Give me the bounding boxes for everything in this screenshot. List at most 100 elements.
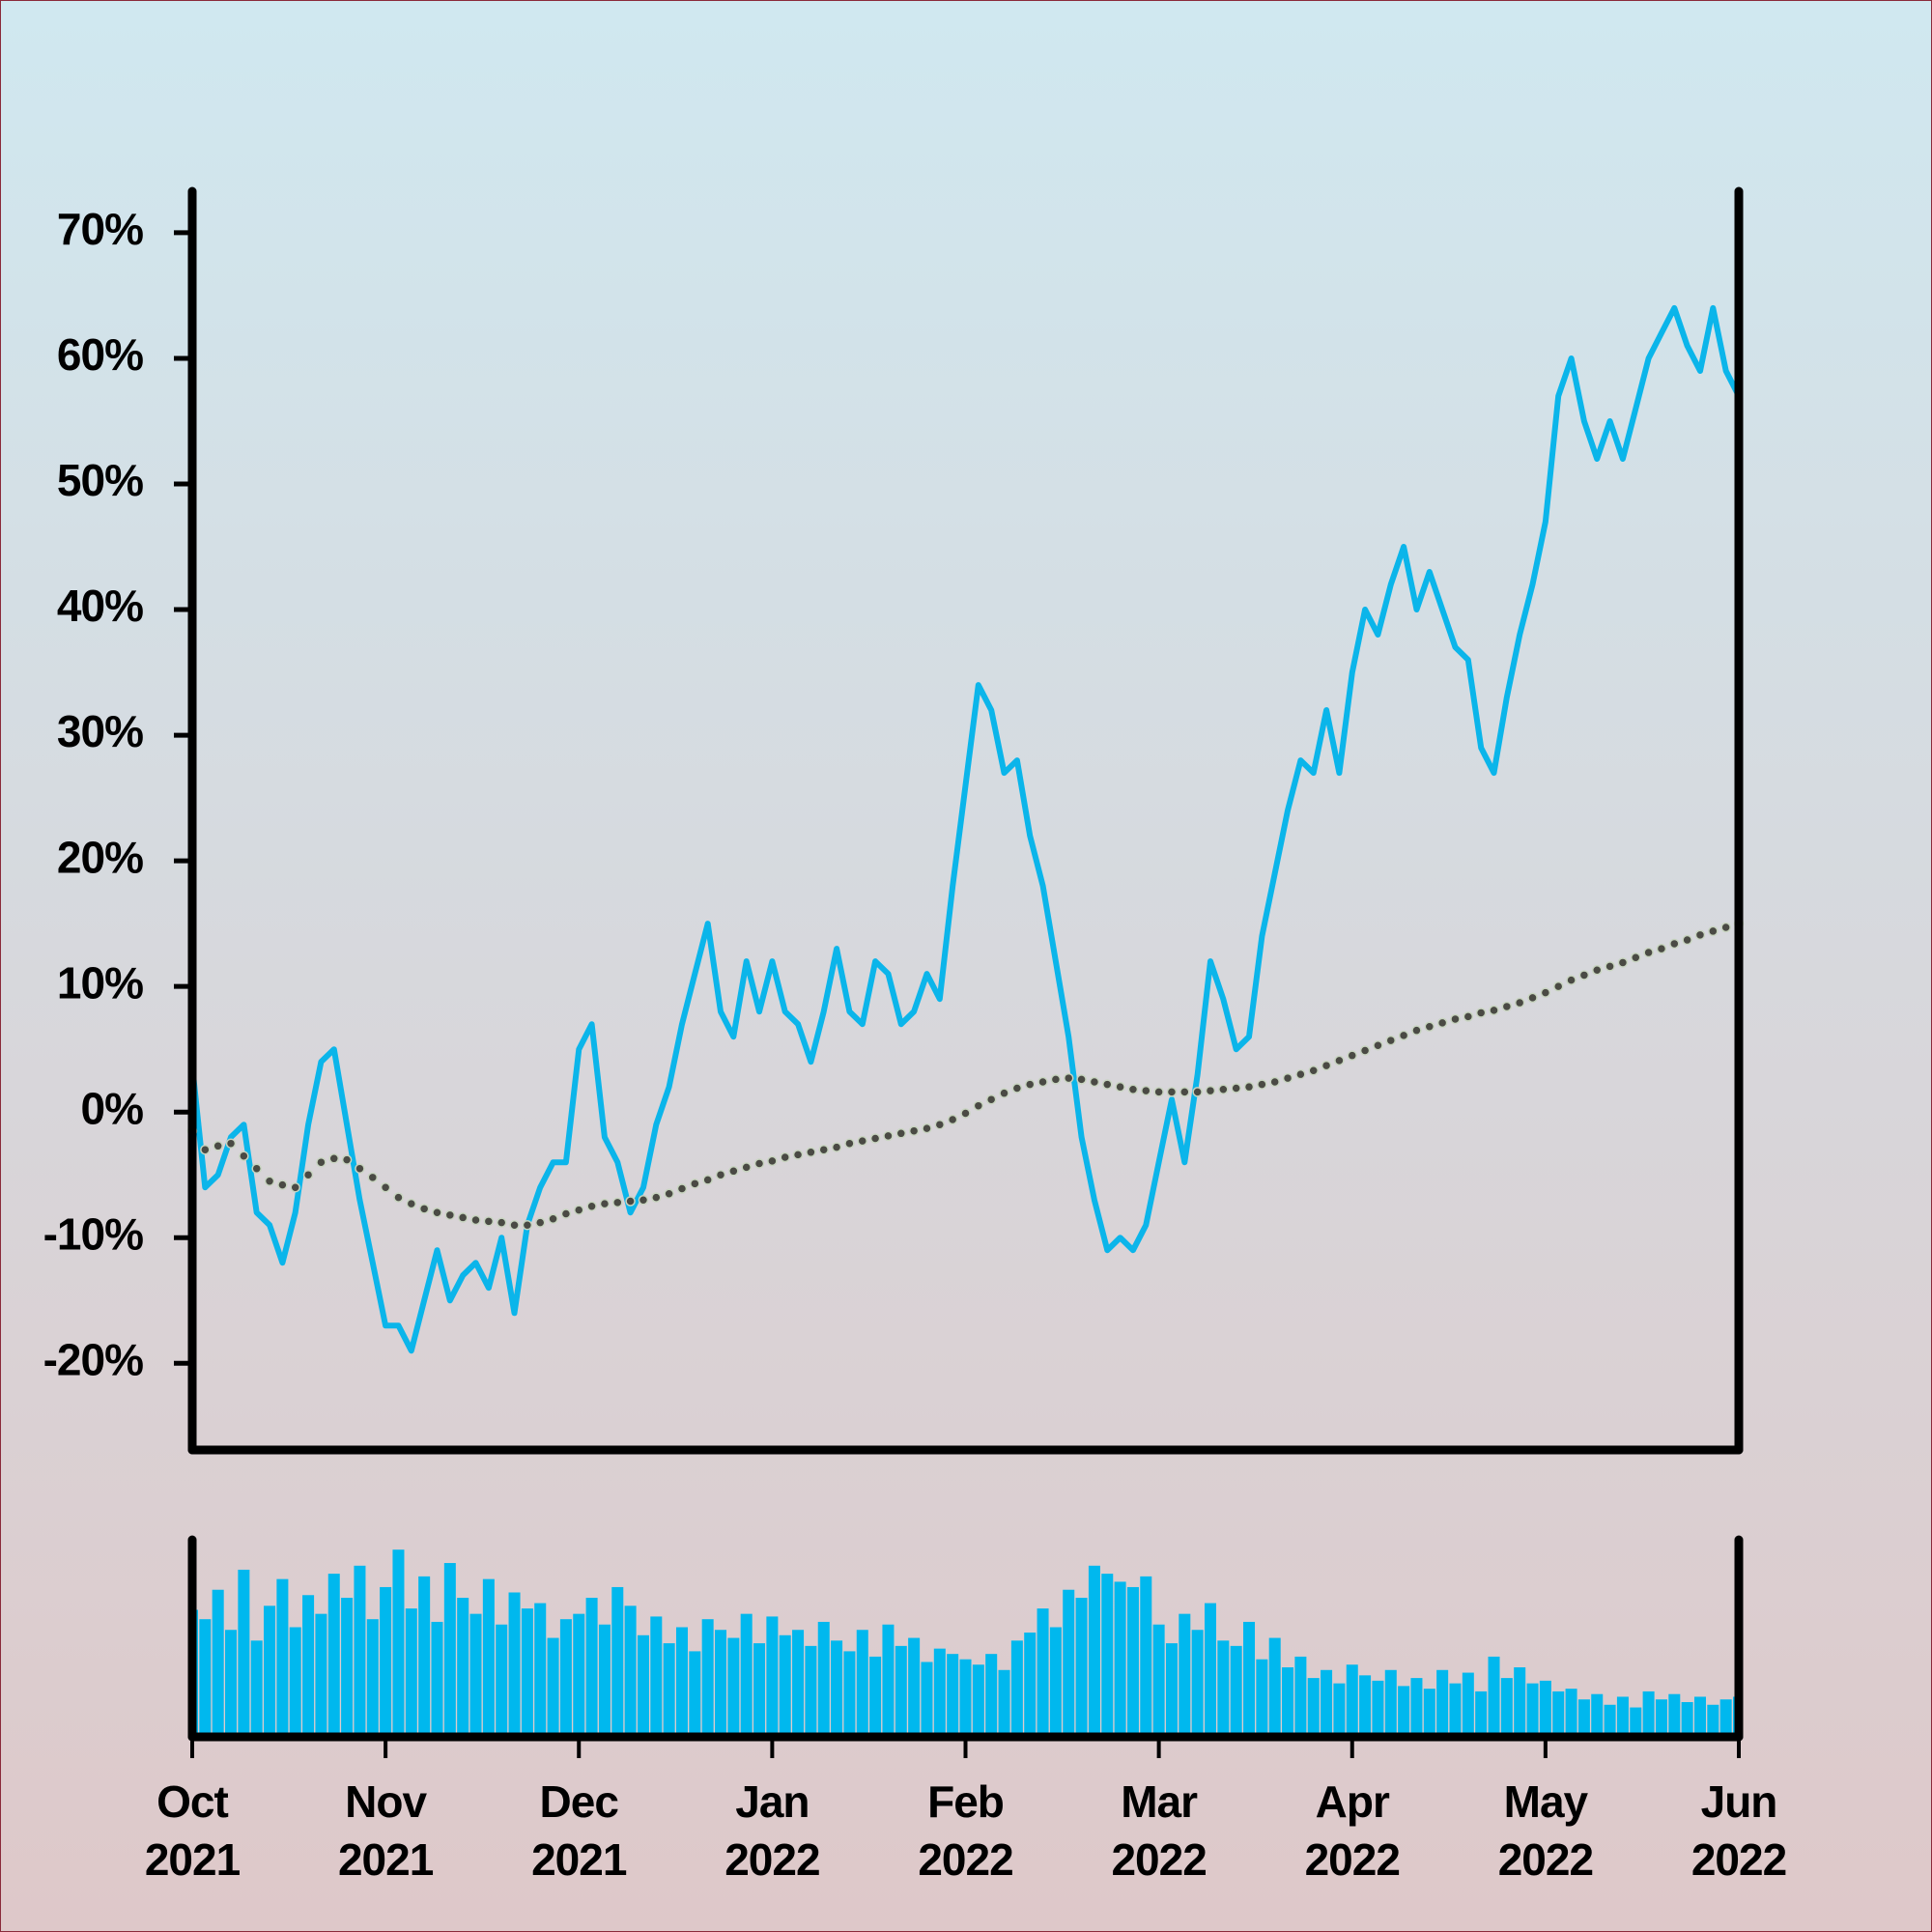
moving-average-dot (1295, 1068, 1306, 1080)
volume-bars (192, 1549, 1739, 1737)
volume-bar (1681, 1702, 1693, 1737)
moving-average-dot (1501, 1001, 1513, 1012)
moving-average-dot (251, 1163, 262, 1174)
moving-average-dot (767, 1155, 778, 1167)
volume-bar (496, 1624, 508, 1737)
moving-average-dot (715, 1169, 726, 1180)
volume-bar (199, 1619, 212, 1737)
volume-bar (341, 1598, 354, 1737)
moving-average-dot (831, 1142, 842, 1152)
moving-average-dot (625, 1196, 636, 1207)
moving-average-dot (548, 1213, 558, 1224)
moving-average-dot (753, 1158, 765, 1169)
moving-average-dot (574, 1205, 584, 1215)
volume-bar (366, 1619, 379, 1737)
y-tick-label: 30% (57, 706, 143, 756)
moving-average-dot (1321, 1060, 1332, 1071)
volume-bar (1321, 1669, 1333, 1737)
moving-average-dot (560, 1208, 572, 1219)
volume-bar (1346, 1664, 1358, 1737)
moving-average-dot (1063, 1072, 1074, 1084)
moving-average-dot (895, 1128, 907, 1139)
moving-average-dot (1269, 1076, 1280, 1088)
moving-average-dot (1475, 1008, 1487, 1018)
x-tick-label: May 2022 (1497, 1776, 1594, 1885)
moving-average-dot (934, 1119, 946, 1130)
moving-average-dot (1089, 1076, 1100, 1088)
moving-average-dot (290, 1181, 300, 1193)
line-series (189, 304, 1742, 1354)
moving-average-dot (818, 1144, 829, 1155)
moving-average-dot (1514, 997, 1525, 1009)
volume-bar (1165, 1643, 1178, 1737)
moving-average-dot (1282, 1072, 1293, 1084)
volume-bar (1037, 1608, 1049, 1737)
volume-bar (1088, 1565, 1100, 1737)
volume-bar (212, 1589, 224, 1737)
volume-bar (392, 1549, 405, 1737)
moving-average-dot (883, 1130, 894, 1142)
moving-average-dot (1127, 1084, 1139, 1095)
volume-bar (1243, 1621, 1256, 1737)
volume-bar (972, 1664, 984, 1737)
volume-bar (1514, 1667, 1526, 1737)
moving-average-dot (1450, 1013, 1461, 1025)
moving-average-dot (1359, 1045, 1371, 1056)
moving-average-dot (1037, 1076, 1048, 1088)
moving-average-dot (316, 1156, 327, 1168)
volume-bar (289, 1627, 301, 1737)
volume-bar (559, 1619, 572, 1737)
volume-bar (1179, 1613, 1191, 1737)
moving-average-dot (1708, 925, 1719, 937)
moving-average-dot (418, 1204, 430, 1214)
volume-bar (1372, 1680, 1384, 1737)
volume-bar (1152, 1624, 1165, 1737)
moving-average-dot (522, 1219, 533, 1231)
moving-average-dot (1179, 1087, 1190, 1097)
volume-bar (715, 1630, 727, 1737)
y-tick-label: 20% (57, 832, 143, 882)
moving-average-dot (470, 1214, 481, 1226)
moving-average-dot (225, 1138, 237, 1149)
moving-average-dot (728, 1166, 739, 1177)
volume-bar (817, 1621, 830, 1737)
moving-average-dot (496, 1217, 507, 1228)
moving-average-dot (651, 1192, 662, 1203)
moving-average-dot (1076, 1074, 1087, 1085)
volume-bar (1423, 1689, 1435, 1737)
x-tick-label: Jan 2022 (724, 1776, 820, 1885)
moving-average-dot (999, 1088, 1009, 1098)
moving-average-dot (1024, 1079, 1036, 1090)
volume-bar (895, 1645, 907, 1737)
moving-average-dot (844, 1138, 855, 1149)
moving-average-dot (1411, 1025, 1422, 1036)
moving-average-dot (1578, 970, 1590, 980)
moving-average-dot (1153, 1087, 1164, 1097)
moving-average-dot (857, 1135, 868, 1147)
moving-average-dot (509, 1219, 520, 1231)
volume-bar (831, 1640, 843, 1737)
volume-bar (1268, 1637, 1281, 1737)
moving-average-dot (1720, 922, 1731, 933)
volume-bar (933, 1648, 946, 1737)
moving-average-dot (1436, 1017, 1448, 1029)
moving-average-dot (960, 1108, 971, 1119)
volume-bar (740, 1613, 753, 1737)
moving-average-dot (1218, 1084, 1229, 1095)
volume-bar (431, 1621, 443, 1737)
volume-bar (457, 1598, 469, 1737)
volume-bar (1642, 1690, 1655, 1737)
moving-average-dot (1489, 1005, 1499, 1016)
moving-average-dot (702, 1175, 713, 1185)
volume-bar (1307, 1678, 1320, 1737)
volume-bar (1294, 1656, 1307, 1737)
volume-bar (1577, 1699, 1590, 1737)
volume-bar (1049, 1627, 1062, 1737)
moving-average-dot (947, 1114, 958, 1125)
volume-bar (611, 1586, 624, 1737)
volume-bar (1668, 1693, 1681, 1737)
moving-average-dot (534, 1217, 546, 1228)
moving-average-dot (277, 1179, 288, 1190)
moving-average-dot (1257, 1079, 1267, 1090)
